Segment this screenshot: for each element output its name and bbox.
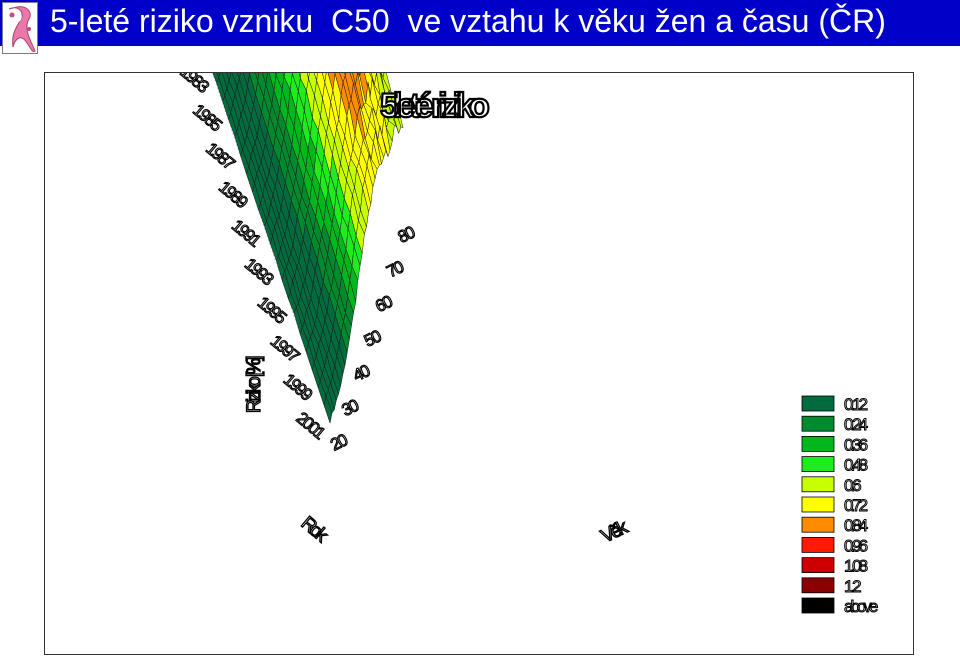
x-axis-label: Věk bbox=[598, 517, 632, 548]
x-tick-label: 80 bbox=[395, 223, 418, 247]
surface-cell bbox=[306, 73, 310, 79]
x-tick-label: 60 bbox=[372, 292, 395, 316]
y-tick-label: 1989 bbox=[215, 177, 251, 212]
y-tick-label: 1987 bbox=[202, 139, 238, 174]
y-tick-label: 1991 bbox=[228, 216, 264, 251]
chart-legend: 0.120.240.36 0.480.60.720.840.96 1.081.2ab… bbox=[801, 395, 881, 617]
legend-label: 0.84 bbox=[844, 516, 868, 535]
y-tick-label: 1993 bbox=[241, 254, 277, 289]
legend-swatch bbox=[801, 415, 835, 432]
y-tick-label: 1995 bbox=[254, 293, 290, 328]
y-tick-label: 1997 bbox=[267, 331, 303, 366]
legend-label: 0.24 bbox=[844, 415, 868, 434]
y-tick-label: 1999 bbox=[280, 370, 316, 405]
y-tick-label: 1985 bbox=[189, 100, 225, 135]
surface-cell bbox=[380, 73, 385, 79]
legend-swatch bbox=[801, 577, 835, 594]
legend-swatch bbox=[801, 395, 835, 412]
y-axis-label: Rok bbox=[297, 513, 332, 547]
legend-swatch bbox=[801, 435, 835, 452]
legend-label: above bbox=[844, 597, 878, 616]
y-tick-label: 2001 bbox=[293, 408, 329, 443]
x-tick-label: 20 bbox=[327, 430, 350, 454]
surface-chart: 00.20.40.60.81.01.21.41.6Riziko [%]20304… bbox=[176, 73, 881, 617]
legend-label: 0.72 bbox=[844, 496, 868, 515]
x-tick-label: 30 bbox=[339, 396, 362, 420]
x-tick-label: 70 bbox=[384, 257, 407, 281]
page-title: 5-leté riziko vzniku C50 ve vztahu k věk… bbox=[50, 3, 886, 39]
surface-cell bbox=[381, 115, 391, 158]
legend-swatch bbox=[801, 476, 835, 493]
legend-label: 1.2 bbox=[844, 577, 861, 596]
y-tick-label: 1983 bbox=[176, 73, 212, 97]
surface-cell bbox=[216, 73, 221, 79]
legend-label: 0.36 bbox=[844, 435, 868, 454]
legend-swatch bbox=[801, 516, 835, 533]
z-axis-label: Riziko [%] bbox=[244, 357, 265, 413]
legend-swatch bbox=[801, 536, 835, 553]
chart-title: 5leté riziko bbox=[380, 87, 489, 125]
surface-cell bbox=[313, 73, 318, 81]
surface-plot bbox=[212, 73, 404, 424]
legend-label: 0.48 bbox=[844, 456, 868, 475]
surface-cell bbox=[394, 101, 404, 129]
legend-swatch bbox=[801, 496, 835, 513]
legend-label: 0.6 bbox=[844, 476, 861, 495]
chart-panel: 00.20.40.60.81.01.21.41.6Riziko [%]20304… bbox=[44, 72, 914, 655]
pink-ribbon-logo-icon bbox=[2, 2, 38, 54]
legend-label: 0.12 bbox=[844, 395, 868, 414]
title-bar: 5-leté riziko vzniku C50 ve vztahu k věk… bbox=[0, 0, 960, 54]
x-tick-label: 40 bbox=[350, 361, 373, 385]
legend-swatch bbox=[801, 557, 835, 574]
legend-label: 1.08 bbox=[844, 557, 868, 576]
legend-label: 0.96 bbox=[844, 536, 868, 555]
legend-swatch bbox=[801, 456, 835, 473]
legend-swatch bbox=[801, 597, 835, 614]
x-tick-label: 50 bbox=[361, 326, 384, 350]
